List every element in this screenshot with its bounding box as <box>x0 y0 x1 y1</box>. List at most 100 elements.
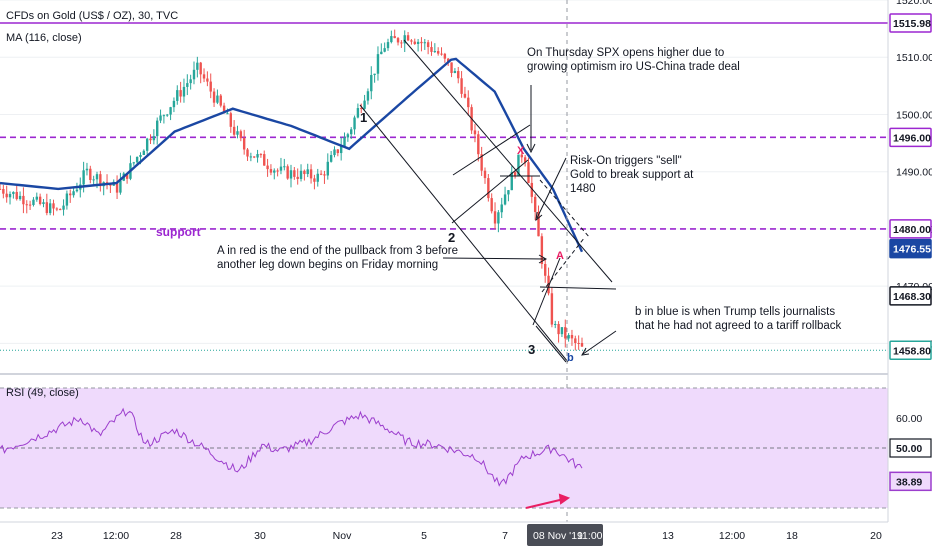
candle-body <box>38 196 42 205</box>
candle-body <box>480 154 483 171</box>
candle-body <box>212 91 216 103</box>
price-label-text: 1496.00 <box>893 132 931 144</box>
candle-body <box>42 202 45 205</box>
candle-body <box>75 189 79 192</box>
candle-body <box>440 53 443 55</box>
arrow-risk-on-head <box>535 211 543 222</box>
candle-body <box>189 79 192 84</box>
rsi-tick-label: 60.00 <box>896 413 922 425</box>
price-label-text: 1458.80 <box>893 345 931 357</box>
cursor-time-label: 11:00 <box>577 530 603 542</box>
candle-body <box>560 327 564 335</box>
candle-body <box>266 165 269 170</box>
candle-body <box>8 194 12 198</box>
rsi-value-box <box>889 471 932 492</box>
annotation-b-line2: that he had not agreed to a tariff rollb… <box>635 320 842 332</box>
time-tick-label: 12:00 <box>103 530 129 542</box>
candle-body <box>232 126 236 135</box>
candle-body <box>530 182 534 197</box>
candle-body <box>333 149 336 156</box>
candle-body <box>386 42 390 49</box>
candle-body <box>69 193 72 196</box>
candle-body <box>316 173 319 182</box>
annotation-riskon-line1: Risk-On triggers "sell" <box>570 155 682 167</box>
candle-body <box>323 174 326 176</box>
cursor-date-label: 08 Nov '19 <box>533 530 583 542</box>
candle-body <box>156 120 159 137</box>
candle-body <box>62 205 65 210</box>
candle-body <box>533 196 537 212</box>
candle-body <box>574 338 577 344</box>
candles <box>0 29 584 351</box>
candle-body <box>159 115 162 121</box>
annotation-b-line1: b in blue is when Trump tells journalist… <box>635 306 835 318</box>
candle-body <box>520 154 523 158</box>
price-label-box <box>889 13 932 33</box>
candle-body <box>383 48 386 52</box>
time-tick-label: 18 <box>786 530 798 542</box>
candle-body <box>426 42 430 48</box>
time-tick-label: Nov <box>333 530 352 542</box>
candle-body <box>299 170 303 179</box>
candle-body <box>547 275 550 294</box>
candle-body <box>366 91 370 101</box>
candle-body <box>326 161 329 176</box>
candle-body <box>139 155 142 157</box>
candle-body <box>2 188 5 194</box>
candle-body <box>564 327 567 339</box>
candle-body <box>92 179 95 181</box>
candle-body <box>570 335 574 339</box>
candle-body <box>370 75 373 92</box>
annotation-spx-line1: On Thursday SPX opens higher due to <box>527 47 724 59</box>
candle-body <box>206 78 209 82</box>
candle-body <box>350 129 353 135</box>
candle-body <box>236 131 239 135</box>
candle-body <box>577 343 580 345</box>
price-tick-label: 1520.00 <box>896 0 932 7</box>
candle-body <box>15 191 18 200</box>
candle-body <box>309 169 313 179</box>
candle-body <box>209 81 212 92</box>
candle-body <box>32 199 35 205</box>
ma-indicator-label: MA (116, close) <box>6 32 82 44</box>
price-grid <box>0 0 888 344</box>
rsi-line <box>0 407 583 487</box>
arrow-risk-on-shaft <box>536 157 567 219</box>
candle-body <box>283 166 286 168</box>
candle-body <box>537 211 540 237</box>
candle-body <box>276 170 279 172</box>
candle-body <box>273 170 276 173</box>
candle-body <box>219 95 222 106</box>
candle-body <box>393 36 396 39</box>
bounce-range-line <box>539 286 617 290</box>
arrow-spx-head <box>526 143 536 154</box>
candle-body <box>329 155 333 162</box>
candle-body <box>99 174 102 187</box>
candle-body <box>463 93 467 98</box>
candle-body <box>18 195 22 200</box>
candle-body <box>85 168 89 171</box>
candle-body <box>487 178 490 199</box>
candle-body <box>517 154 520 176</box>
time-tick-label: 12:00 <box>719 530 745 542</box>
candle-body <box>216 95 219 103</box>
time-cursor-labels: 08 Nov '19 11:00 <box>527 524 603 546</box>
candle-body <box>132 162 135 164</box>
pullback-channel-lower <box>451 159 529 224</box>
candle-body <box>493 211 497 224</box>
time-tick-label: 7 <box>502 530 508 542</box>
candle-body <box>413 41 416 44</box>
price-tick-label: 1500.00 <box>896 109 932 121</box>
leg-3-to-b-line <box>535 325 567 363</box>
candle-body <box>457 71 460 79</box>
candle-body <box>196 62 199 70</box>
candle-body <box>55 208 59 210</box>
candle-body <box>296 176 299 179</box>
candle-body <box>376 54 380 74</box>
candle-body <box>346 134 350 138</box>
candle-body <box>152 136 156 141</box>
candle-body <box>192 69 196 80</box>
candle-body <box>145 138 149 151</box>
candle-body <box>450 62 453 73</box>
